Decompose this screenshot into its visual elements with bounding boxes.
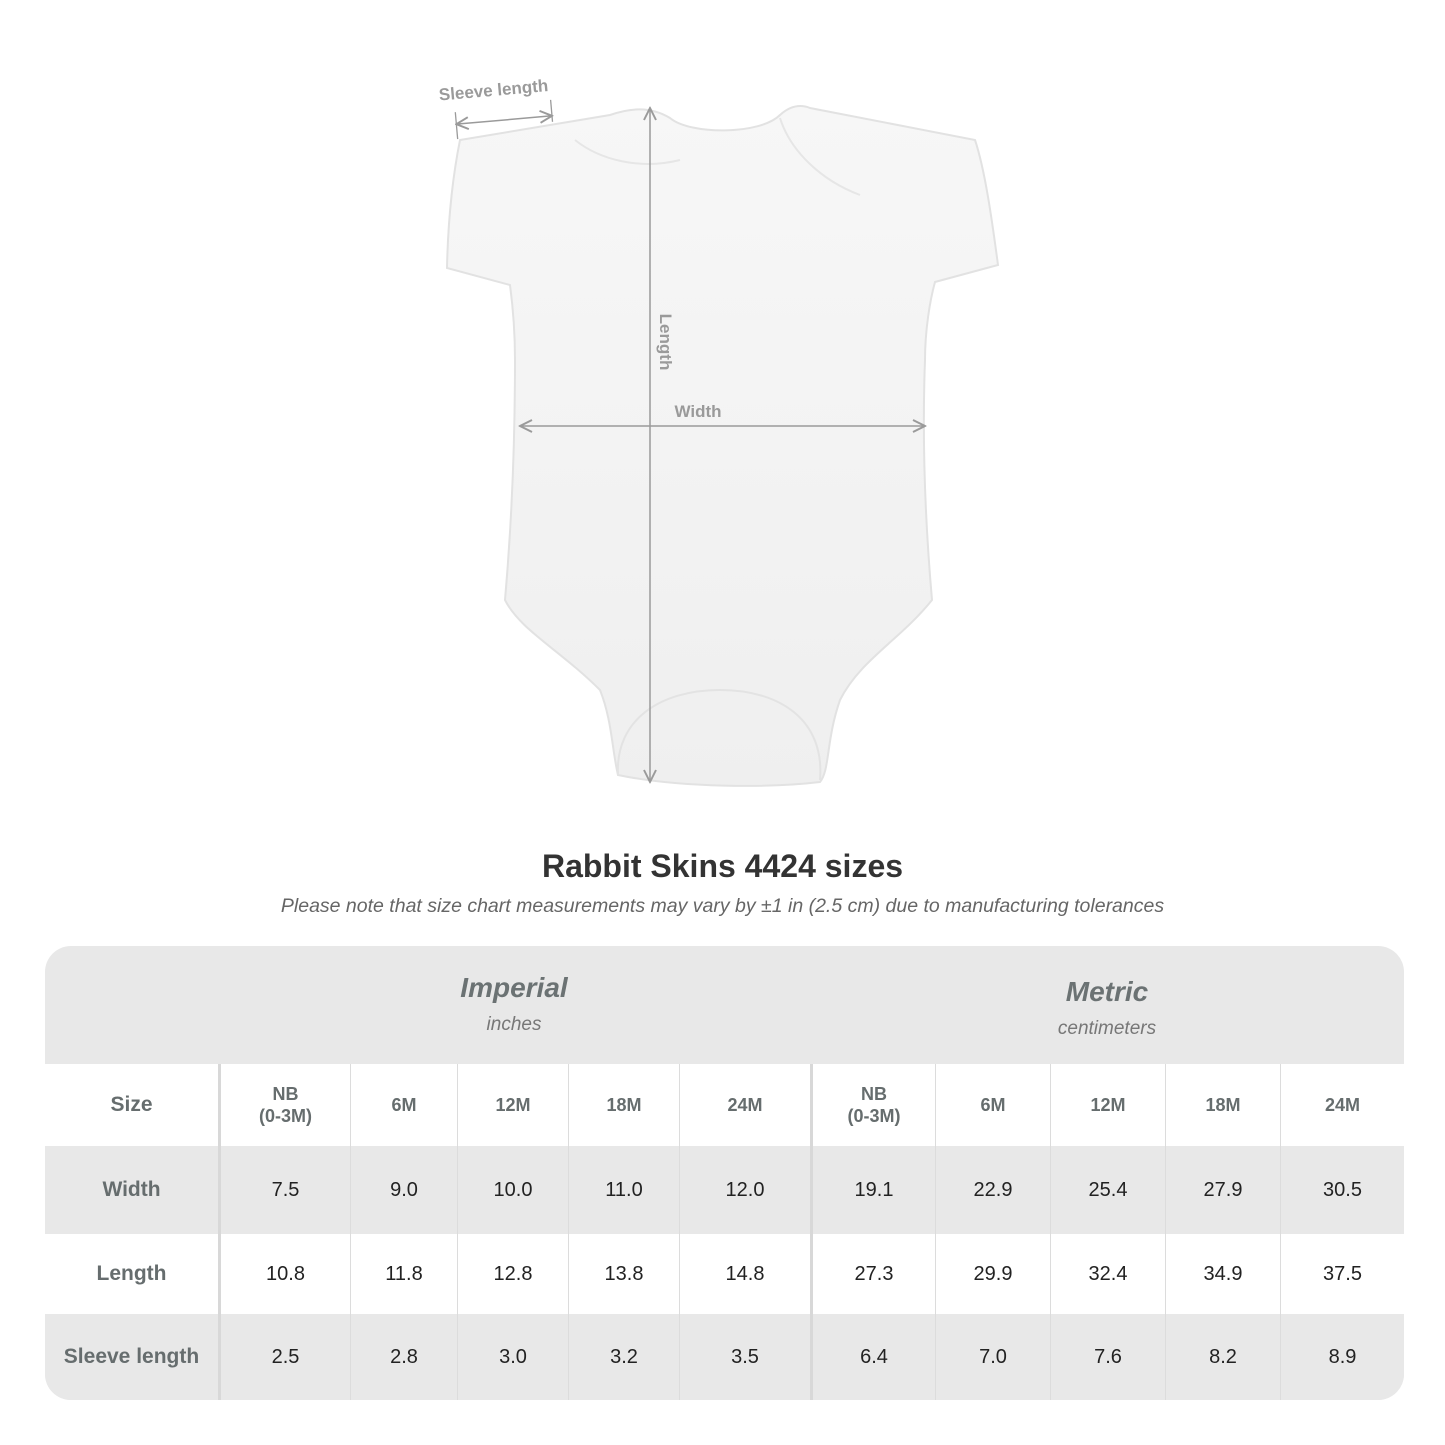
table-cell: 6.4 bbox=[810, 1314, 935, 1400]
table-row: Length 10.8 11.8 12.8 13.8 14.8 27.3 29.9 32.4 34… bbox=[45, 1234, 1404, 1314]
table-cell: 22.9 bbox=[935, 1146, 1050, 1234]
table-cell: 27.9 bbox=[1165, 1146, 1280, 1234]
row-label: Sleeve length bbox=[63, 1345, 200, 1368]
onesie-shape bbox=[445, 105, 1000, 787]
table-cell: 11.8 bbox=[350, 1234, 457, 1314]
metric-unit: centimeters bbox=[1057, 1018, 1157, 1039]
sleeve-arrow bbox=[456, 116, 552, 124]
size-table: Imperial inches Metric centimeters Size N… bbox=[45, 946, 1404, 1400]
table-cell: 9.0 bbox=[350, 1146, 457, 1234]
width-label: Width bbox=[674, 402, 721, 421]
table-cell: 12.8 bbox=[457, 1234, 568, 1314]
size-header-cell: 6M bbox=[350, 1064, 457, 1146]
size-header-cell: NB (0-3M) bbox=[810, 1064, 935, 1146]
table-cell: 25.4 bbox=[1050, 1146, 1165, 1234]
sleeve-length-label: Sleeve length bbox=[438, 76, 549, 104]
size-header-row: Size NB (0-3M) 6M 12M 18M 24M NB (0-3M) 6M 12M 18… bbox=[45, 1064, 1404, 1146]
imperial-header: Imperial inches bbox=[218, 946, 810, 1090]
table-cell: 30.5 bbox=[1280, 1146, 1404, 1234]
table-cell: 19.1 bbox=[810, 1146, 935, 1234]
table-cell: 3.5 bbox=[679, 1314, 810, 1400]
row-label: Width bbox=[102, 1178, 161, 1201]
table-cell: 10.8 bbox=[218, 1234, 350, 1314]
metric-header: Metric centimeters bbox=[810, 946, 1404, 1094]
table-cell: 8.9 bbox=[1280, 1314, 1404, 1400]
size-header-cell: NB (0-3M) bbox=[218, 1064, 350, 1146]
table-cell: 3.2 bbox=[568, 1314, 679, 1400]
table-cell: 7.6 bbox=[1050, 1314, 1165, 1400]
size-header-cell: 18M bbox=[1165, 1064, 1280, 1146]
size-header-cell: 12M bbox=[1050, 1064, 1165, 1146]
table-cell: 7.5 bbox=[218, 1146, 350, 1234]
table-cell: 3.0 bbox=[457, 1314, 568, 1400]
size-header-cell: 24M bbox=[1280, 1064, 1404, 1146]
imperial-title: Imperial bbox=[460, 972, 568, 1003]
table-cell: 11.0 bbox=[568, 1146, 679, 1234]
metric-title: Metric bbox=[1065, 976, 1149, 1007]
size-header-cell: 12M bbox=[457, 1064, 568, 1146]
table-cell: 8.2 bbox=[1165, 1314, 1280, 1400]
table-cell: 7.0 bbox=[935, 1314, 1050, 1400]
size-label: Size bbox=[110, 1093, 153, 1116]
table-row: Sleeve length 2.5 2.8 3.0 3.2 3.5 6.4 7.0 7.6 8.2… bbox=[45, 1314, 1404, 1400]
table-cell: 29.9 bbox=[935, 1234, 1050, 1314]
table-cell: 2.5 bbox=[218, 1314, 350, 1400]
size-header-cell: 18M bbox=[568, 1064, 679, 1146]
chart-title: Rabbit Skins 4424 sizes bbox=[541, 848, 904, 884]
table-cell: 13.8 bbox=[568, 1234, 679, 1314]
table-cell: 34.9 bbox=[1165, 1234, 1280, 1314]
size-header-cell: 24M bbox=[679, 1064, 810, 1146]
table-cell: 27.3 bbox=[810, 1234, 935, 1314]
tolerance-note: Please note that size chart measurements… bbox=[280, 895, 1165, 917]
table-cell: 32.4 bbox=[1050, 1234, 1165, 1314]
size-header-cell: 6M bbox=[935, 1064, 1050, 1146]
table-cell: 14.8 bbox=[679, 1234, 810, 1314]
table-cell: 2.8 bbox=[350, 1314, 457, 1400]
table-row: Width 7.5 9.0 10.0 11.0 12.0 19.1 22.9 25.4 27.9 3… bbox=[45, 1146, 1404, 1234]
row-label: Length bbox=[96, 1262, 167, 1285]
imperial-unit: inches bbox=[486, 1014, 542, 1035]
table-cell: 37.5 bbox=[1280, 1234, 1404, 1314]
table-cell: 10.0 bbox=[457, 1146, 568, 1234]
onesie-diagram: Sleeve length Length Width bbox=[438, 76, 1000, 787]
length-label: Length bbox=[656, 314, 675, 371]
table-cell: 12.0 bbox=[679, 1146, 810, 1234]
